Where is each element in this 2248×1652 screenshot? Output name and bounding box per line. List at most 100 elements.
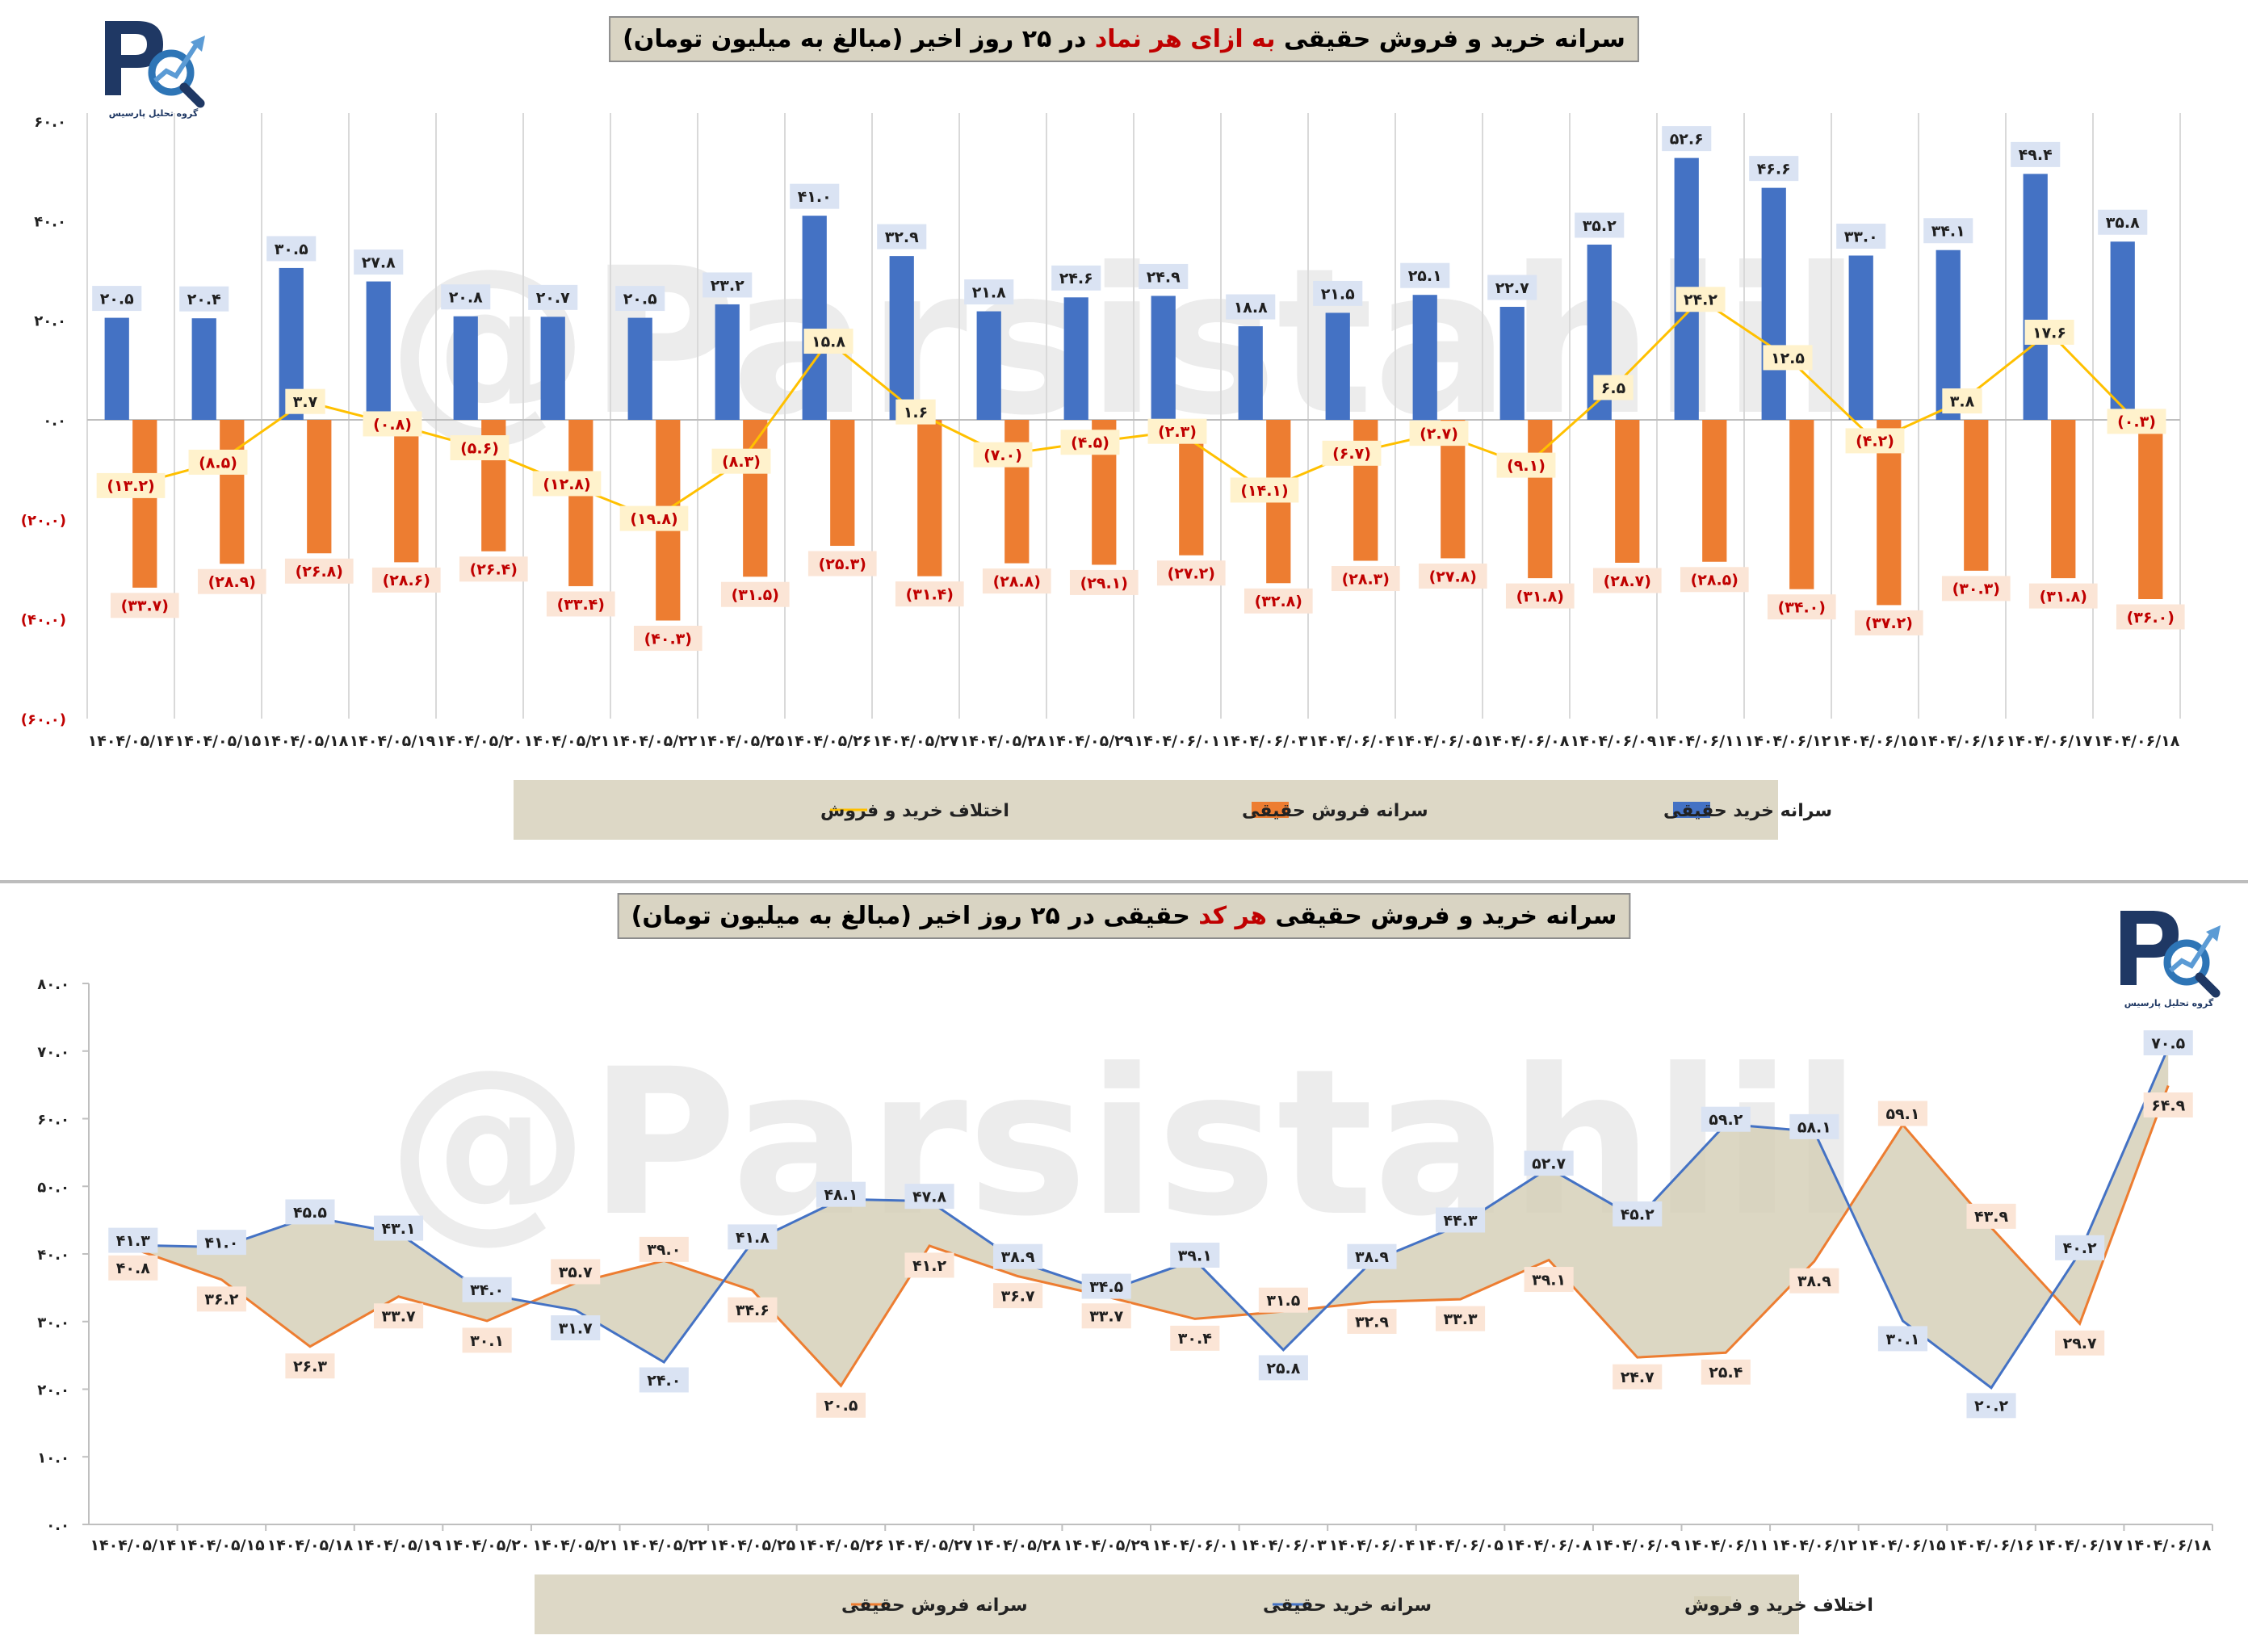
buy-data-label-group: ۴۳.۱ (373, 1215, 424, 1241)
diff-data-label-bg (803, 329, 853, 354)
x-tick-label: ۱۴۰۴/۰۶/۰۴ (1329, 1537, 1415, 1554)
buy-data-label-bg (92, 286, 142, 312)
diff-data-label-bg (1147, 418, 1207, 444)
legend-label: سرانه فروش حقیقی (841, 1595, 1028, 1616)
buy-bar (1151, 296, 1176, 420)
buy-bar (2023, 174, 2048, 420)
diff-data-label-group: (۹.۱) (1496, 452, 1556, 478)
buy-data-label-bg (1170, 1243, 1220, 1268)
sell-data-label-group: (۲۸.۹) (197, 568, 266, 594)
buy-data-label-group: ۵۹.۲ (1701, 1106, 1751, 1132)
sell-data-label: ۳۰.۱ (470, 1332, 504, 1350)
buy-data-label-group: ۲۵.۱ (1400, 262, 1450, 288)
buy-data-label-group: ۲۰.۲ (1966, 1393, 2016, 1419)
x-tick-label: ۱۴۰۴/۰۵/۲۱ (532, 1537, 619, 1554)
sell-data-label-group: (۲۶.۴) (459, 556, 528, 582)
sell-bar (394, 420, 419, 563)
sell-data-label-bg (108, 1255, 158, 1281)
diff-data-label-group: (۴.۲) (1845, 428, 1905, 454)
diff-data-label: (۱۳.۲) (107, 477, 154, 495)
buy-data-label-bg (1749, 156, 1799, 182)
chart2-title-group: سرانه خرید و فروش حقیقی هر کد حقیقی در ۲… (617, 893, 1631, 939)
sell-data-label-group: (۲۸.۸) (982, 568, 1051, 594)
sell-data-label-bg (1435, 1306, 1486, 1331)
sell-data-label-bg (1966, 1203, 2016, 1229)
diff-data-label-bg (532, 471, 602, 497)
buy-data-label-group: ۲۲.۷ (1487, 275, 1537, 300)
sell-data-label-group: ۳۸.۹ (1789, 1268, 1839, 1294)
sell-data-label: ۲۴.۷ (1621, 1369, 1655, 1386)
chart1-title: سرانه خرید و فروش حقیقی به ازای هر نماد … (623, 25, 1625, 53)
x-tick-label: ۱۴۰۴/۰۵/۲۱ (524, 732, 610, 750)
buy-data-label-group: ۳۲.۹ (877, 224, 927, 249)
sell-data-label-group: ۳۹.۰ (639, 1236, 689, 1262)
buy-data-label-group: ۳۰.۵ (266, 236, 317, 262)
diff-data-label-bg (1060, 430, 1120, 455)
sell-data-label-bg (1170, 1325, 1220, 1351)
sell-data-label-bg (1592, 568, 1662, 593)
sell-data-label-bg (371, 567, 441, 593)
sell-data-label: ۳۶.۷ (1001, 1287, 1035, 1305)
buy-data-label: ۲۱.۵ (1321, 285, 1355, 303)
buy-data-label-group: ۴۹.۴ (2011, 141, 2061, 167)
diff-data-label-group: ۱.۶ (895, 399, 936, 425)
chart-title-part: هر کد (1198, 902, 1267, 930)
buy-data-label-bg (1347, 1243, 1397, 1269)
buy-data-label-bg (615, 286, 665, 312)
y-tick-label: ۴۰.۰ (34, 213, 66, 230)
diff-data-label-bg (96, 472, 166, 498)
buy-data-label: ۲۵.۱ (1408, 267, 1442, 285)
diff-data-label: (۱۴.۱) (1240, 482, 1288, 500)
x-tick-label: ۱۴۰۴/۰۵/۱۹ (355, 1537, 442, 1554)
sell-data-label: (۳۴.۰) (1778, 599, 1826, 617)
buy-data-label: ۳۵.۲ (1583, 217, 1617, 235)
chart2-legend-bg (535, 1574, 1799, 1634)
buy-data-label-group: ۴۱.۰ (790, 183, 840, 209)
sell-data-label-bg (285, 1353, 335, 1379)
buy-data-label: ۳۰.۱ (1885, 1331, 1919, 1348)
x-tick-label: ۱۴۰۴/۰۵/۲۶ (786, 732, 872, 750)
buy-bar (1848, 255, 1873, 420)
buy-data-label: ۴۵.۵ (293, 1204, 327, 1222)
buy-data-label-group: ۵۲.۶ (1662, 126, 1712, 152)
sell-data-label: (۲۶.۸) (296, 563, 343, 581)
sell-data-label: ۳۹.۱ (1532, 1271, 1566, 1289)
buy-data-label: ۴۱.۳ (116, 1232, 150, 1250)
buy-bar (104, 317, 129, 420)
sell-data-label: ۲۹.۷ (2063, 1335, 2097, 1352)
sell-data-label: ۳۲.۹ (1355, 1313, 1389, 1331)
x-tick-label: ۱۴۰۴/۰۶/۰۱ (1134, 732, 1221, 750)
buy-data-label-group: ۴۵.۲ (1613, 1201, 1663, 1226)
chart-title-part: سرانه خرید و فروش حقیقی (1267, 902, 1617, 930)
y-tick-label: ۵۰.۰ (37, 1179, 69, 1196)
x-tick-label: ۱۴۰۴/۰۶/۱۱ (1683, 1537, 1769, 1554)
buy-data-label: ۳۵.۸ (2106, 214, 2140, 232)
buy-data-label-group: ۳۵.۲ (1575, 212, 1625, 238)
x-tick-label: ۱۴۰۴/۰۶/۰۱ (1151, 1537, 1238, 1554)
sell-data-label-group: ۳۰.۴ (1170, 1325, 1220, 1351)
y-tick-label: ۲۰.۰ (37, 1382, 69, 1399)
diff-data-label-group: (۲.۷) (1409, 421, 1469, 447)
buy-data-label: ۲۲.۷ (1495, 279, 1529, 297)
x-tick-label: ۱۴۰۴/۰۶/۱۵ (1832, 732, 1919, 750)
buy-data-label: ۳۳.۰ (1844, 228, 1878, 245)
sell-data-label-group: (۳۲.۸) (1244, 588, 1313, 614)
sell-data-label-group: ۲۰.۵ (816, 1392, 866, 1418)
x-tick-label: ۱۴۰۴/۰۵/۱۴ (90, 1537, 176, 1554)
diff-data-label-bg (188, 449, 248, 475)
buy-bar (1238, 326, 1263, 420)
x-tick-label: ۱۴۰۴/۰۶/۱۸ (2094, 732, 2180, 750)
buy-data-label-group: ۴۰.۲ (2055, 1235, 2105, 1260)
x-tick-label: ۱۴۰۴/۰۶/۰۸ (1506, 1537, 1592, 1554)
x-tick-label: ۱۴۰۴/۰۶/۰۴ (1309, 732, 1395, 750)
buy-data-label: ۵۹.۲ (1709, 1111, 1743, 1129)
buy-data-label: ۴۳.۱ (382, 1220, 416, 1238)
buy-data-label: ۳۹.۱ (1178, 1247, 1212, 1264)
y-tick-label: ۱۰.۰ (37, 1449, 69, 1466)
sell-data-label-bg (197, 568, 266, 594)
diff-data-label-group: (۸.۵) (188, 449, 248, 475)
diff-data-label: ۱.۶ (904, 404, 928, 421)
y-tick-label: ۶۰.۰ (37, 1112, 69, 1129)
y-tick-label: ۷۰.۰ (37, 1044, 69, 1061)
sell-data-label: ۳۱.۵ (1266, 1292, 1300, 1310)
